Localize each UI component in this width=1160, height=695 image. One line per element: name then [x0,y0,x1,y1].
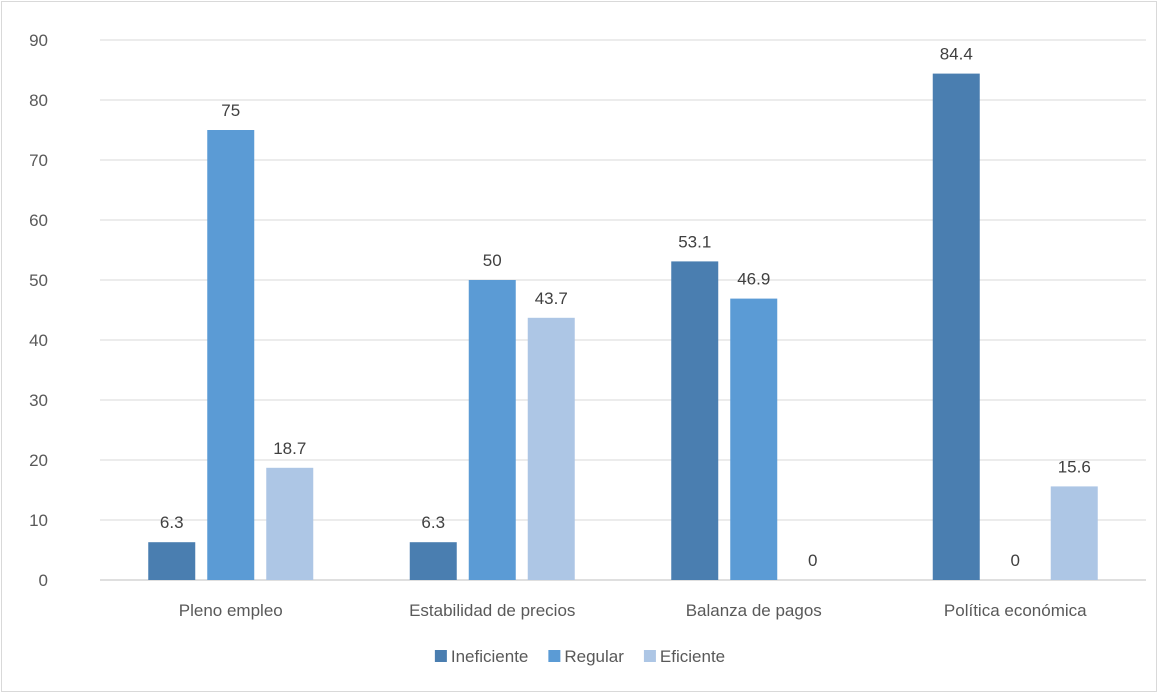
legend-label-eficiente: Eficiente [660,647,725,666]
data-label: 0 [1011,551,1020,570]
x-tick-label: Estabilidad de precios [409,601,575,620]
y-tick-label: 0 [39,571,48,590]
y-tick-label: 10 [29,511,48,530]
data-label: 15.6 [1058,457,1091,476]
data-label: 18.7 [273,439,306,458]
bar-eficiente-3 [1050,486,1098,580]
data-label: 46.9 [737,270,770,289]
x-tick-label: Política económica [944,601,1087,620]
bars [148,73,1098,580]
bar-ineficiente-3 [932,73,980,580]
y-axis: 0 10 20 30 40 50 60 70 80 90 [29,31,48,590]
bar-ineficiente-1 [409,542,457,580]
legend-label-regular: Regular [564,647,624,666]
legend-swatch-regular [548,650,561,662]
data-label: 6.3 [160,513,184,532]
bar-eficiente-1 [527,317,575,580]
bar-regular-1 [468,280,516,580]
y-tick-label: 20 [29,451,48,470]
legend-label-ineficiente: Ineficiente [451,647,529,666]
x-axis: Pleno empleo Estabilidad de precios Balanz… [179,601,1087,620]
y-tick-label: 30 [29,391,48,410]
bar-ineficiente-0 [148,542,196,580]
y-tick-label: 70 [29,151,48,170]
bar-regular-2 [730,298,778,580]
y-tick-label: 50 [29,271,48,290]
data-labels: 6.3 75 18.7 6.3 50 43.7 53.1 46.9 0 84.4 0 15.6 [160,45,1091,570]
bar-ineficiente-2 [671,261,719,580]
legend-swatch-eficiente [643,650,656,662]
data-label: 75 [221,101,240,120]
data-label: 6.3 [421,513,445,532]
bar-regular-0 [207,130,255,580]
y-tick-label: 90 [29,31,48,50]
data-label: 0 [808,551,817,570]
bar-eficiente-0 [266,467,314,580]
y-tick-label: 60 [29,211,48,230]
y-tick-label: 40 [29,331,48,350]
data-label: 53.1 [678,232,711,251]
gridlines [100,39,1146,581]
y-tick-label: 80 [29,91,48,110]
x-tick-label: Pleno empleo [179,601,283,620]
legend-swatch-ineficiente [434,650,447,662]
data-label: 84.4 [940,45,973,64]
data-label: 43.7 [535,289,568,308]
data-label: 50 [483,251,502,270]
x-tick-label: Balanza de pagos [686,601,822,620]
legend: Ineficiente Regular Eficiente [434,647,725,666]
